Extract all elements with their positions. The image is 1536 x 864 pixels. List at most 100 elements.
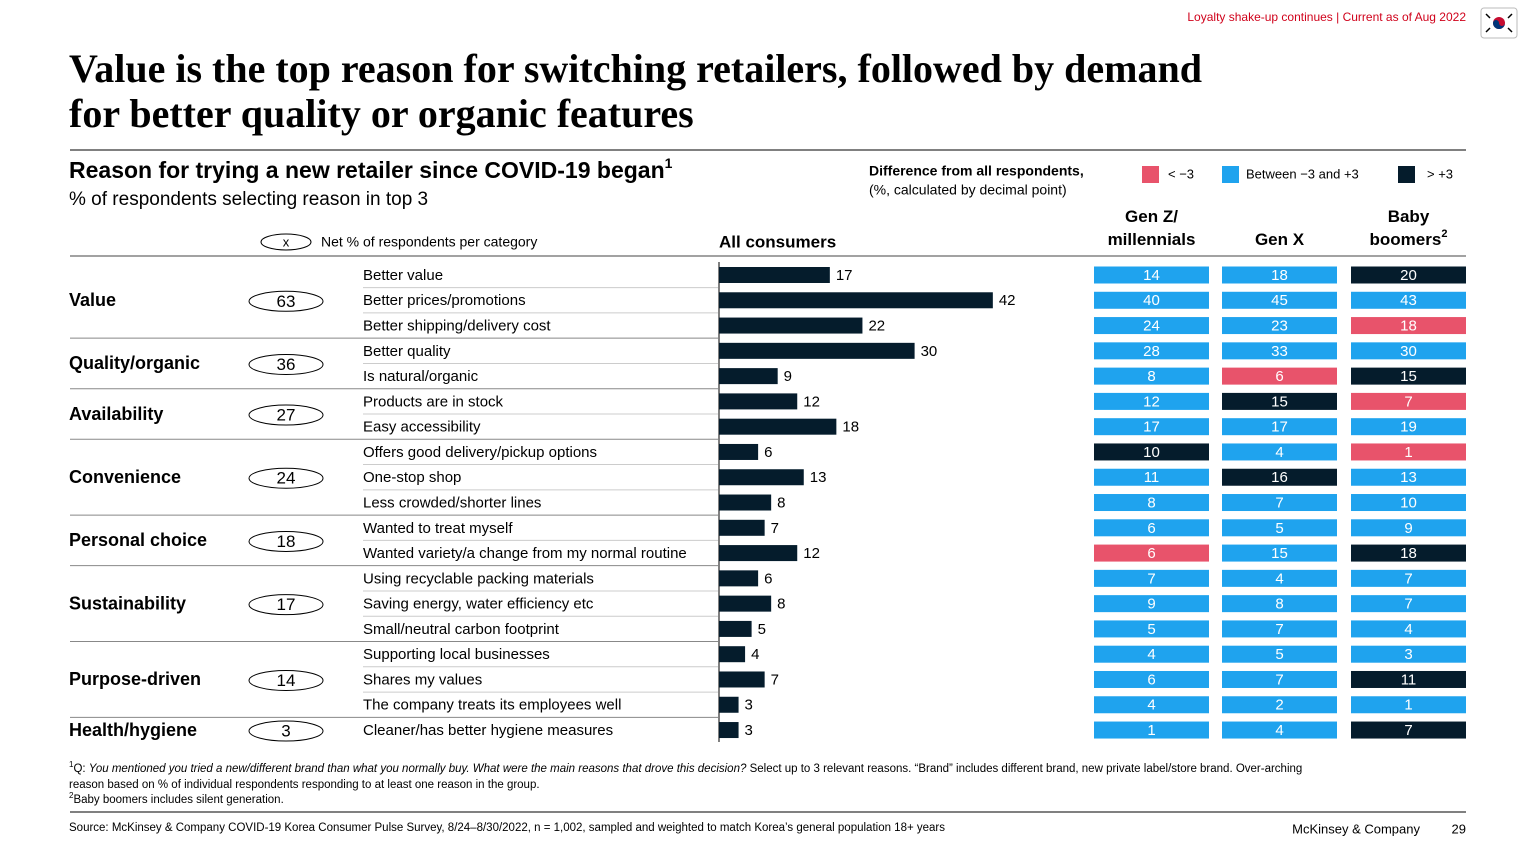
brand: McKinsey & Company — [1292, 821, 1420, 836]
reason-label: Less crowded/shorter lines — [363, 494, 541, 511]
cell-value: 15 — [1271, 393, 1288, 410]
cell-value: 7 — [1275, 621, 1283, 638]
diff-cell — [1094, 468, 1209, 486]
reason-label: Cleaner/has better hygiene measures — [363, 722, 613, 739]
group-pill — [248, 530, 324, 552]
reason-label: One-stop shop — [363, 469, 461, 486]
section-tag: Loyalty shake-up continues | Current as … — [1187, 10, 1466, 24]
title-line: for better quality or organic features — [69, 91, 694, 136]
diff-cell — [1094, 519, 1209, 537]
group-value: 18 — [277, 532, 296, 551]
group-value: 63 — [277, 292, 296, 311]
bar — [719, 519, 765, 536]
bar — [719, 393, 798, 410]
cell-value: 7 — [1404, 596, 1412, 613]
key-label: Net % of respondents per category — [321, 234, 537, 250]
cell-value: 18 — [1271, 267, 1288, 284]
key-symbol: x — [283, 234, 290, 249]
bar-value-label: 3 — [745, 722, 753, 739]
group-pill — [248, 353, 324, 375]
reason-label: Products are in stock — [363, 393, 504, 410]
footnote: reason based on % of individual responde… — [69, 779, 540, 791]
diff-cell — [1094, 342, 1209, 360]
group-pill — [248, 720, 324, 742]
cell-value: 11 — [1401, 671, 1417, 688]
diff-cell — [1094, 696, 1209, 714]
bar-value-label: 12 — [803, 393, 820, 410]
column-header-text: millennials — [1108, 230, 1196, 249]
bar — [719, 620, 752, 637]
bar — [719, 722, 739, 739]
diff-cell — [1222, 620, 1337, 638]
group-pill — [248, 467, 324, 489]
diff-cell — [1351, 544, 1466, 562]
diff-cell — [1351, 595, 1466, 613]
footnote-ref: 2 — [1441, 228, 1447, 240]
diff-cell — [1351, 266, 1466, 284]
diff-cell — [1094, 645, 1209, 663]
diff-cell — [1351, 468, 1466, 486]
group-pill — [248, 290, 324, 312]
diff-cell — [1094, 418, 1209, 436]
diff-cell — [1222, 291, 1337, 309]
cell-value: 15 — [1271, 545, 1288, 562]
diff-cell — [1351, 291, 1466, 309]
footnote-mark: 2 — [69, 791, 74, 800]
reason-label: Offers good delivery/pickup options — [363, 444, 597, 461]
chart-subtitle: % of respondents selecting reason in top… — [69, 189, 428, 210]
bar — [719, 646, 746, 663]
diff-cell — [1094, 291, 1209, 309]
column-header-text: boomers — [1370, 230, 1442, 249]
diff-cell — [1094, 595, 1209, 613]
bar-value-label: 17 — [836, 267, 853, 284]
bar-value-label: 4 — [751, 646, 759, 663]
diff-cell — [1094, 367, 1209, 385]
cell-value: 8 — [1147, 368, 1155, 385]
legend-subtitle: (%, calculated by decimal point) — [869, 182, 1067, 198]
reason-label: Better quality — [363, 343, 451, 360]
diff-cell — [1222, 443, 1337, 461]
bar — [719, 342, 915, 359]
cell-value: 30 — [1400, 343, 1417, 360]
group-label: Personal choice — [69, 530, 207, 550]
bar-value-label: 12 — [803, 545, 820, 562]
bar — [719, 443, 759, 460]
reason-label: Wanted to treat myself — [363, 520, 513, 537]
bar-value-label: 30 — [921, 343, 938, 360]
flag — [1480, 7, 1518, 39]
cell-value: 24 — [1143, 318, 1160, 335]
diff-cell — [1351, 367, 1466, 385]
reason-label: Better shipping/delivery cost — [363, 318, 551, 335]
diff-cell — [1351, 645, 1466, 663]
cell-value: 16 — [1271, 469, 1288, 486]
cell-value: 7 — [1275, 494, 1283, 511]
cell-value: 7 — [1404, 570, 1412, 587]
diff-cell — [1222, 519, 1337, 537]
cell-value: 5 — [1147, 621, 1155, 638]
legend-swatch — [1142, 166, 1159, 183]
diff-cell — [1351, 494, 1466, 512]
bar-value-label: 3 — [745, 697, 753, 714]
diff-cell — [1094, 620, 1209, 638]
footnote: 1Q: You mentioned you tried a new/differ… — [69, 760, 1302, 775]
diff-cell — [1351, 519, 1466, 537]
column-header: millennials — [1108, 230, 1196, 249]
cell-value: 6 — [1275, 368, 1283, 385]
bar-value-label: 6 — [764, 570, 772, 587]
diff-cell — [1094, 443, 1209, 461]
group-label: Quality/organic — [69, 353, 200, 373]
diff-cell — [1094, 317, 1209, 335]
page-number: 29 — [1452, 821, 1466, 836]
reason-label: Using recyclable packing materials — [363, 570, 594, 587]
cell-value: 4 — [1147, 646, 1155, 663]
bar — [719, 267, 830, 283]
diff-cell — [1222, 342, 1337, 360]
legend-label: Between −3 and +3 — [1246, 166, 1359, 181]
cell-value: 40 — [1143, 292, 1160, 309]
diff-cell — [1094, 544, 1209, 562]
diff-cell — [1351, 569, 1466, 587]
diff-cell — [1351, 317, 1466, 335]
cell-value: 4 — [1275, 444, 1283, 461]
diff-cell — [1094, 392, 1209, 410]
